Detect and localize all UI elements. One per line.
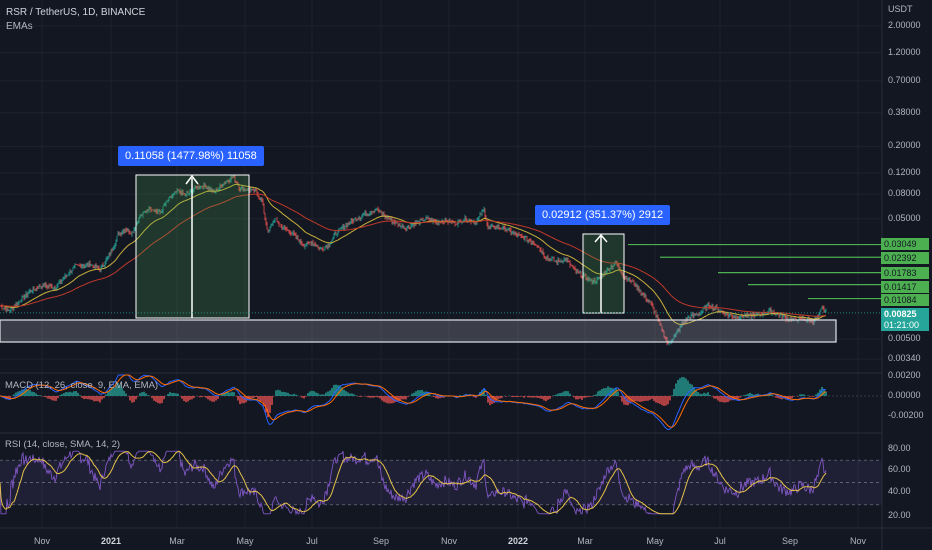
macd-signal-line <box>0 374 827 428</box>
chart-header: RSR / TetherUS, 1D, BINANCE EMAs <box>6 6 145 34</box>
price-axis-label: 0.38000 <box>888 106 921 117</box>
price-axis-label: 2.00000 <box>888 20 921 31</box>
time-axis-label: 2022 <box>507 536 529 546</box>
macd-label[interactable]: MACD (12, 26, close, 9, EMA, EMA) <box>5 380 159 391</box>
macd-axis-label: -0.00200 <box>888 410 924 420</box>
rsi-axis-label: 40.00 <box>888 486 911 496</box>
price-axis-label: 0.12000 <box>888 167 921 177</box>
time-axis-label: Jul <box>306 536 318 546</box>
measure-arrowhead-1 <box>185 174 199 185</box>
ema-slow-line <box>0 193 827 317</box>
price-axis-label: 0.70000 <box>888 74 921 85</box>
target-tag-4: 0.01417 <box>881 281 929 293</box>
time-axis-label: Sep <box>781 536 799 546</box>
measure-label-2: 0.02912 (351.37%) 2912 <box>535 205 671 225</box>
countdown-tag: 01:21:00 <box>881 319 929 331</box>
price-axis-label: 0.00340 <box>888 353 921 364</box>
rsi-sma-line <box>0 450 827 515</box>
measure-label-1: 0.11058 (1477.98%) 11058 <box>118 146 264 166</box>
currency-label: USDT <box>888 4 913 14</box>
price-axis-label: 0.20000 <box>888 140 921 151</box>
target-tag-5: 0.01084 <box>881 294 929 306</box>
time-axis-label: 2021 <box>100 536 122 546</box>
symbol-title[interactable]: RSR / TetherUS, 1D, BINANCE <box>6 7 146 18</box>
macd-axis-label: 0.00200 <box>888 370 921 380</box>
rsi-axis-label: 60.00 <box>888 464 911 474</box>
last-price-tag: 0.00825 <box>881 308 929 320</box>
time-axis-label: Nov <box>33 536 51 546</box>
time-axis-label: Nov <box>849 536 867 546</box>
candles <box>0 175 827 346</box>
rsi-line <box>0 450 827 516</box>
time-axis-label: Mar <box>577 536 593 546</box>
time-axis-label: May <box>236 536 254 546</box>
time-axis-label: Jul <box>714 536 726 546</box>
target-tag-2: 0.02392 <box>881 252 929 264</box>
support-zone <box>0 319 837 343</box>
price-axis-label: 0.05000 <box>888 212 921 223</box>
time-axis-label: Mar <box>169 536 185 546</box>
price-axis-label: 1.20000 <box>888 46 921 57</box>
measure-arrowhead-2 <box>594 233 608 243</box>
time-axis-label: May <box>646 536 664 546</box>
indicator-label[interactable]: EMAs <box>6 21 33 32</box>
ema-fast-line <box>0 183 827 325</box>
rsi-label[interactable]: RSI (14, close, SMA, 14, 2) <box>5 439 121 450</box>
target-tag-1: 0.03049 <box>881 238 929 250</box>
rsi-axis-label: 20.00 <box>888 510 911 520</box>
price-axis-label: 0.08000 <box>888 188 921 199</box>
macd-axis-label: 0.00000 <box>888 390 921 400</box>
measure-box-2 <box>582 233 625 314</box>
price-axis-label: 0.00500 <box>888 333 921 343</box>
rsi-axis-label: 80.00 <box>888 443 911 453</box>
time-axis-label: Nov <box>440 536 458 546</box>
target-tag-3: 0.01783 <box>881 267 929 279</box>
time-axis-label: Sep <box>372 536 390 546</box>
